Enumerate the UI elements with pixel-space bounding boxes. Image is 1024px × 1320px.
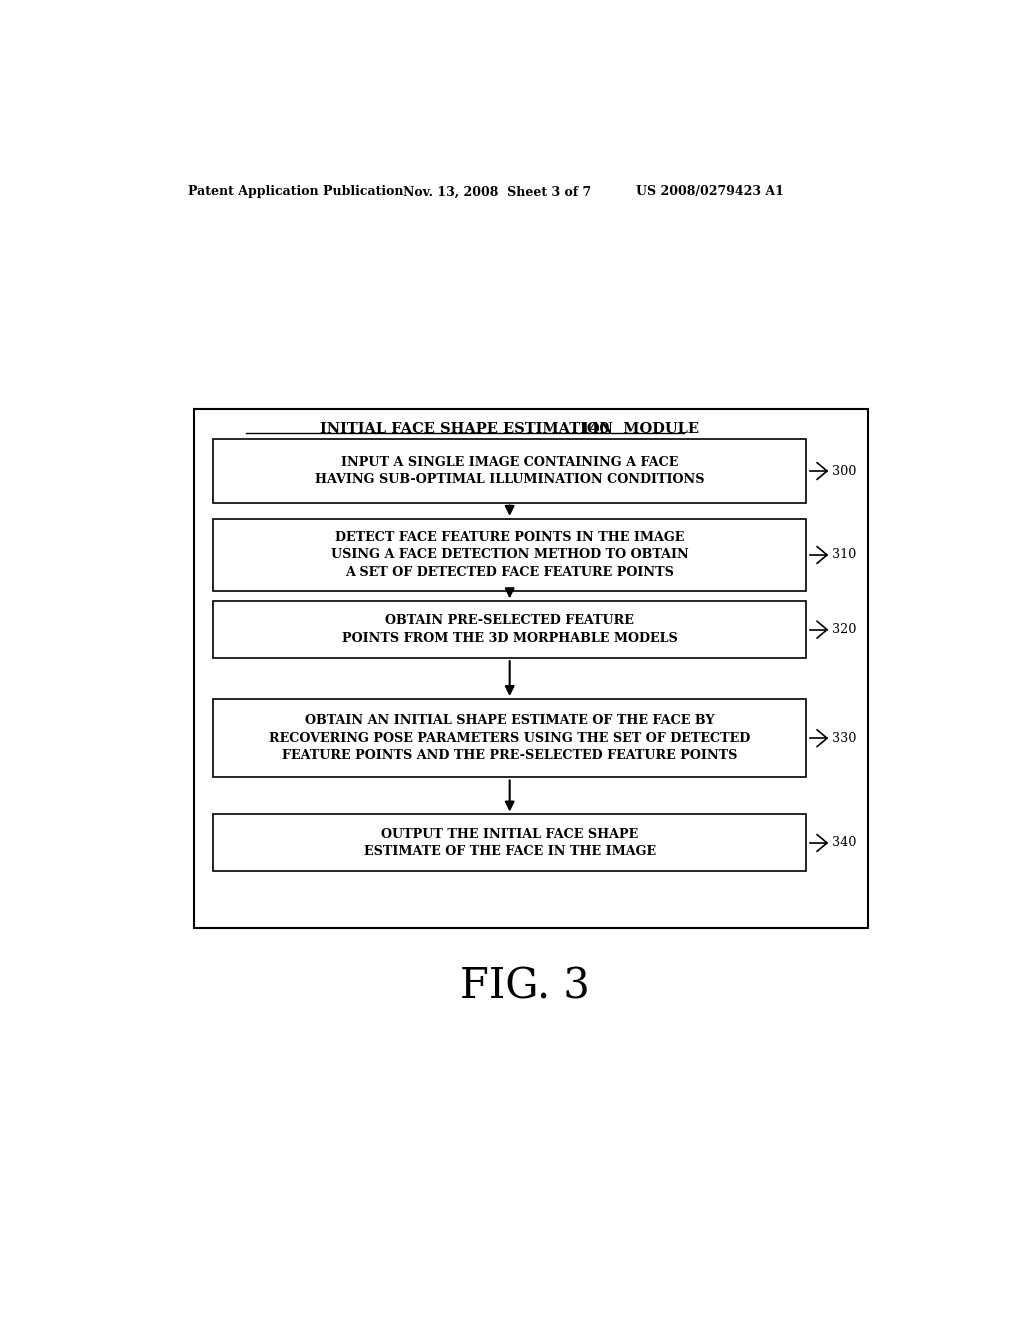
Text: INITIAL FACE SHAPE ESTIMATION  MODULE: INITIAL FACE SHAPE ESTIMATION MODULE — [319, 422, 698, 436]
Text: US 2008/0279423 A1: US 2008/0279423 A1 — [636, 185, 783, 198]
Text: OUTPUT THE INITIAL FACE SHAPE
ESTIMATE OF THE FACE IN THE IMAGE: OUTPUT THE INITIAL FACE SHAPE ESTIMATE O… — [364, 828, 655, 858]
Bar — [213, 601, 806, 659]
Text: 300: 300 — [831, 465, 856, 478]
Text: Nov. 13, 2008  Sheet 3 of 7: Nov. 13, 2008 Sheet 3 of 7 — [403, 185, 592, 198]
Text: OBTAIN AN INITIAL SHAPE ESTIMATE OF THE FACE BY
RECOVERING POSE PARAMETERS USING: OBTAIN AN INITIAL SHAPE ESTIMATE OF THE … — [269, 714, 751, 762]
Text: DETECT FACE FEATURE POINTS IN THE IMAGE
USING A FACE DETECTION METHOD TO OBTAIN
: DETECT FACE FEATURE POINTS IN THE IMAGE … — [331, 531, 688, 579]
Bar — [213, 519, 806, 591]
Bar — [194, 409, 868, 928]
Text: FIG. 3: FIG. 3 — [460, 965, 590, 1007]
Text: OBTAIN PRE-SELECTED FEATURE
POINTS FROM THE 3D MORPHABLE MODELS: OBTAIN PRE-SELECTED FEATURE POINTS FROM … — [342, 614, 678, 645]
Text: 340: 340 — [831, 837, 856, 850]
Text: 140: 140 — [579, 422, 609, 436]
Bar — [213, 700, 806, 777]
Bar — [213, 814, 806, 871]
Text: INPUT A SINGLE IMAGE CONTAINING A FACE
HAVING SUB-OPTIMAL ILLUMINATION CONDITION: INPUT A SINGLE IMAGE CONTAINING A FACE H… — [315, 455, 705, 486]
Bar — [213, 440, 806, 503]
Text: 320: 320 — [831, 623, 856, 636]
Text: 310: 310 — [831, 548, 856, 561]
Text: 330: 330 — [831, 731, 856, 744]
Text: Patent Application Publication: Patent Application Publication — [188, 185, 403, 198]
